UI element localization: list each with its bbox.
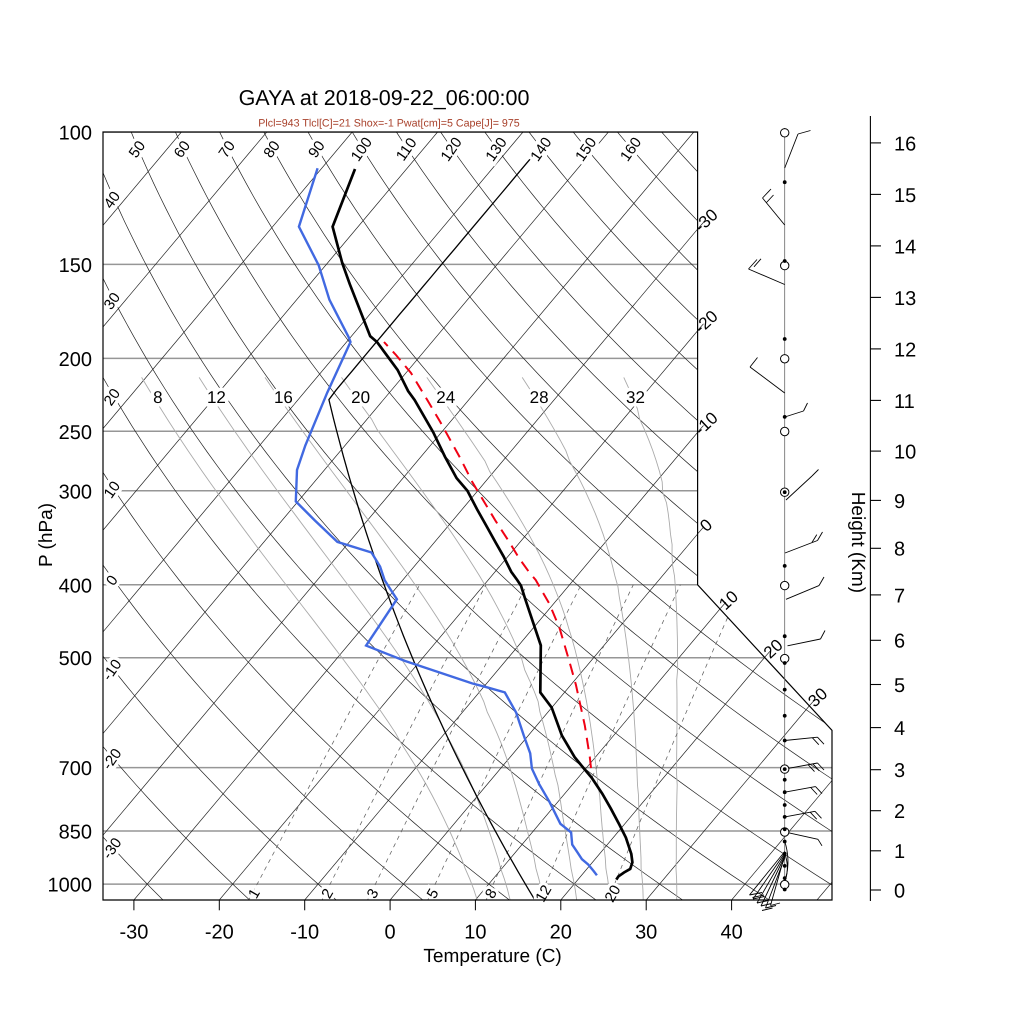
svg-text:8: 8 — [153, 388, 162, 407]
svg-text:-20: -20 — [205, 922, 234, 944]
svg-text:10: 10 — [101, 478, 124, 501]
svg-text:-10: -10 — [290, 922, 319, 944]
svg-text:850: 850 — [59, 822, 92, 844]
svg-text:0: 0 — [103, 572, 122, 589]
svg-text:3: 3 — [364, 886, 383, 902]
svg-text:9: 9 — [894, 491, 905, 513]
svg-text:40: 40 — [720, 922, 742, 944]
svg-text:2: 2 — [894, 801, 905, 823]
svg-text:6: 6 — [894, 631, 905, 653]
svg-text:200: 200 — [59, 349, 92, 371]
svg-text:20: 20 — [550, 922, 572, 944]
svg-text:GAYA at 2018-09-22_06:00:00: GAYA at 2018-09-22_06:00:00 — [239, 86, 530, 110]
svg-text:11: 11 — [894, 391, 915, 413]
svg-text:16: 16 — [894, 133, 916, 155]
svg-text:150: 150 — [59, 255, 92, 277]
svg-text:7: 7 — [894, 585, 905, 607]
svg-text:40: 40 — [101, 189, 124, 212]
svg-text:8: 8 — [894, 539, 905, 561]
svg-text:12: 12 — [207, 388, 226, 407]
svg-text:15: 15 — [894, 185, 916, 207]
svg-text:110: 110 — [393, 135, 421, 164]
svg-text:400: 400 — [59, 575, 92, 597]
svg-text:1000: 1000 — [48, 875, 93, 897]
svg-text:10: 10 — [464, 922, 486, 944]
svg-text:500: 500 — [59, 648, 92, 670]
svg-text:12: 12 — [894, 339, 916, 361]
svg-text:Temperature (C): Temperature (C) — [423, 946, 561, 967]
svg-text:13: 13 — [894, 288, 916, 310]
svg-text:20: 20 — [601, 882, 624, 905]
svg-text:120: 120 — [437, 134, 465, 164]
svg-text:160: 160 — [617, 134, 645, 164]
svg-text:P (hPa): P (hPa) — [36, 503, 57, 567]
svg-text:90: 90 — [305, 138, 328, 161]
svg-text:50: 50 — [126, 138, 149, 161]
svg-text:80: 80 — [260, 138, 283, 161]
svg-text:28: 28 — [530, 388, 549, 407]
svg-text:4: 4 — [894, 718, 905, 740]
svg-text:130: 130 — [482, 134, 510, 164]
svg-text:100: 100 — [348, 134, 376, 164]
svg-text:-10: -10 — [691, 408, 722, 439]
svg-text:10: 10 — [894, 442, 916, 464]
svg-text:-30: -30 — [119, 922, 148, 944]
svg-text:Height (Km): Height (Km) — [847, 492, 868, 593]
svg-text:250: 250 — [59, 422, 92, 444]
svg-text:1: 1 — [245, 886, 264, 902]
svg-text:100: 100 — [59, 123, 92, 145]
svg-text:0: 0 — [696, 515, 716, 535]
svg-text:14: 14 — [894, 236, 916, 258]
svg-text:2: 2 — [318, 886, 337, 902]
svg-text:3: 3 — [894, 760, 905, 782]
svg-text:700: 700 — [59, 758, 92, 780]
svg-text:8: 8 — [482, 886, 501, 902]
svg-text:-20: -20 — [691, 307, 722, 338]
svg-text:32: 32 — [626, 388, 645, 407]
svg-text:20: 20 — [351, 388, 370, 407]
svg-text:24: 24 — [436, 388, 455, 407]
svg-text:60: 60 — [171, 138, 194, 161]
svg-text:16: 16 — [274, 388, 293, 407]
svg-text:0: 0 — [385, 922, 396, 944]
svg-text:70: 70 — [215, 138, 238, 161]
svg-text:300: 300 — [59, 481, 92, 503]
svg-text:5: 5 — [894, 675, 905, 697]
svg-text:30: 30 — [101, 290, 124, 313]
svg-text:0: 0 — [894, 880, 905, 902]
svg-text:12: 12 — [532, 882, 555, 905]
svg-text:Plcl=943 Tlcl[C]=21 Shox=-1 Pw: Plcl=943 Tlcl[C]=21 Shox=-1 Pwat[cm]=5 C… — [258, 118, 520, 130]
svg-text:20: 20 — [101, 386, 124, 409]
svg-text:5: 5 — [424, 886, 443, 902]
svg-text:30: 30 — [635, 922, 657, 944]
svg-text:1: 1 — [894, 841, 905, 863]
